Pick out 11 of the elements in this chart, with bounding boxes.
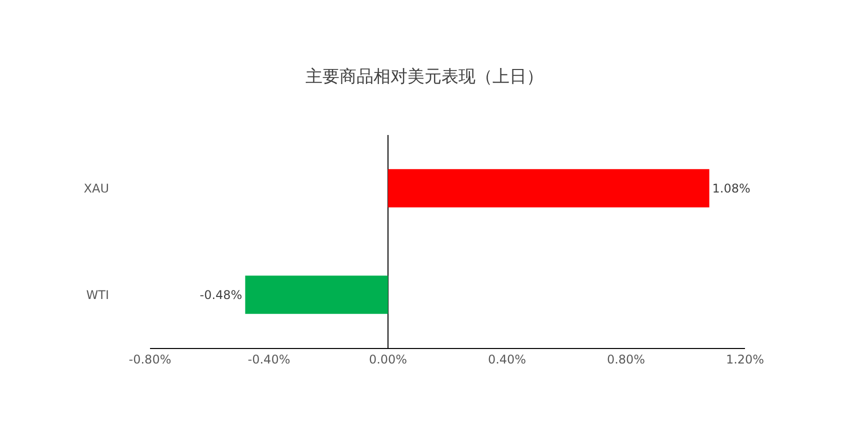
x-tick-label: 0.80% [606, 352, 646, 366]
x-tick-label: -0.40% [248, 352, 290, 366]
x-tick-label: 0.00% [368, 352, 408, 366]
x-tick-label: 1.20% [726, 352, 764, 366]
data-label: -0.48% [200, 288, 242, 302]
x-tick-label: -0.80% [128, 352, 172, 366]
y-tick-label: XAU [84, 181, 109, 196]
x-tick-label: 0.40% [488, 352, 526, 366]
chart-title: 主要商品相对美元表现（上日） [306, 66, 544, 87]
data-label: 1.08% [712, 181, 750, 196]
y-tick-label: WTI [86, 288, 109, 302]
